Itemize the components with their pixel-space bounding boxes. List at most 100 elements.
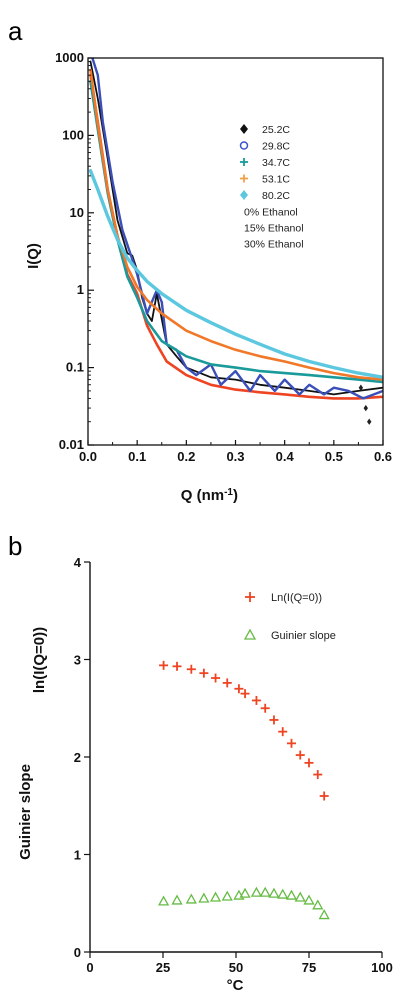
- point-s1-3: [198, 892, 210, 903]
- panel-b-points: [157, 660, 330, 920]
- y-tick-label-0: 0.01: [59, 437, 84, 452]
- point-s0-4: [211, 673, 221, 683]
- point-s0-5: [222, 678, 232, 688]
- point-s1-7: [239, 887, 251, 898]
- panel-b: b 0 25 50 75 100 0 1 2 3 4 ln(I(Q=0)) Guinier slo…: [8, 531, 393, 994]
- panel-a-x-axis-title: Q (nm-1): [181, 487, 238, 505]
- point-s0-15: [313, 770, 323, 780]
- tail-marker-1: [363, 404, 368, 412]
- point-s0-0: [159, 660, 169, 670]
- point-s0-10: [269, 715, 279, 725]
- point-s0-3: [199, 668, 209, 678]
- b-x-tick-label-4: 100: [371, 960, 393, 975]
- panel-b-x-axis-title: °C: [227, 977, 244, 994]
- tail-marker-2: [367, 418, 372, 425]
- y-tick-label-2: 1: [77, 282, 84, 297]
- point-s1-0: [157, 895, 170, 906]
- point-s1-11: [277, 888, 289, 899]
- legend-label-2: 34.7C: [262, 157, 290, 169]
- series-line-4: [89, 68, 383, 381]
- y-tick-label-3: 10: [70, 205, 84, 220]
- point-s1-1: [171, 894, 183, 905]
- point-s1-5: [221, 890, 233, 901]
- point-s1-9: [259, 886, 271, 897]
- point-s1-4: [209, 891, 222, 902]
- b-y-tick-label-2: 2: [74, 750, 81, 765]
- x-tick-label-2: 0.2: [177, 449, 195, 464]
- panel-a-label: a: [8, 16, 23, 46]
- tail-marker-0: [358, 384, 364, 391]
- point-s1-14: [303, 894, 315, 905]
- point-s0-14: [304, 758, 314, 768]
- legend-note-0: 0% Ethanol: [244, 207, 298, 219]
- panel-a-frame: [87, 57, 384, 446]
- point-s1-15: [312, 899, 324, 910]
- point-s0-11: [278, 727, 288, 737]
- legend-marker-4: [240, 190, 248, 200]
- point-s0-9: [260, 703, 270, 713]
- series-line-3: [89, 80, 383, 384]
- point-s0-16: [319, 791, 329, 801]
- legend-marker-1: [239, 141, 249, 150]
- point-s1-2: [185, 893, 197, 904]
- x-tick-label-5: 0.5: [325, 449, 343, 464]
- legend-label-0: 25.2C: [262, 124, 290, 136]
- legend-note-2: 30% Ethanol: [244, 239, 304, 251]
- b-legend-marker-1: [243, 628, 257, 640]
- legend-label-4: 80.2C: [262, 190, 290, 202]
- x-tick-label-3: 0.3: [226, 449, 244, 464]
- x-tick-label-1: 0.1: [128, 449, 146, 464]
- point-s1-16: [318, 909, 330, 920]
- point-s0-12: [286, 738, 296, 748]
- b-y-tick-label-3: 3: [74, 653, 81, 668]
- series-line-2: [91, 58, 383, 400]
- x-tick-label-6: 0.6: [374, 449, 392, 464]
- b-y-tick-label-4: 4: [74, 555, 82, 570]
- panel-b-y-axis-title-bottom: Guinier slope: [17, 764, 34, 860]
- point-s0-1: [172, 661, 182, 671]
- point-s0-13: [295, 750, 305, 760]
- point-s0-8: [251, 695, 261, 705]
- panel-a: a 0.0 0.1 0.2 0.3 0.4 0.5 0.6 0.01 0.1 1 10 100 1000…: [8, 16, 392, 504]
- b-x-tick-label-0: 0: [86, 960, 93, 975]
- b-y-tick-label-1: 1: [74, 848, 81, 863]
- b-x-tick-label-3: 75: [302, 960, 316, 975]
- point-s0-6: [234, 684, 244, 694]
- y-tick-label-4: 100: [62, 127, 84, 142]
- x-tick-label-0: 0.0: [79, 449, 97, 464]
- panel-a-y-axis-title: I(Q): [25, 243, 42, 269]
- legend-label-1: 29.8C: [262, 141, 290, 153]
- panel-a-plot-area: [87, 57, 384, 446]
- series-line-5: [88, 169, 383, 379]
- legend-marker-0: [240, 124, 248, 134]
- series-line-1: [89, 60, 383, 396]
- panel-b-label: b: [8, 531, 22, 561]
- b-legend-label-1: Guinier slope: [271, 630, 336, 642]
- y-tick-label-5: 1000: [55, 50, 84, 65]
- panel-b-ticks: 0 25 50 75 100 0 1 2 3 4: [74, 555, 393, 975]
- legend-note-1: 15% Ethanol: [244, 223, 304, 235]
- panel-a-legend: 25.2C 29.8C 34.7C 53.1C 80.2C 0% Ethanol 15% E…: [239, 124, 304, 251]
- point-s1-12: [285, 889, 298, 900]
- panel-b-plot-area: [89, 562, 382, 953]
- panel-b-y-axis-title-top: ln(I(Q=0)): [31, 627, 48, 693]
- legend-label-3: 53.1C: [262, 174, 290, 186]
- b-legend-label-0: Ln(I(Q=0)): [271, 592, 322, 604]
- panel-a-series: [88, 58, 383, 425]
- b-x-tick-label-1: 25: [156, 960, 170, 975]
- point-s1-8: [250, 886, 263, 897]
- point-s0-2: [186, 664, 196, 674]
- legend-marker-3: [240, 174, 248, 183]
- x-tick-label-4: 0.4: [276, 449, 295, 464]
- legend-marker-2: [240, 158, 248, 166]
- b-legend-marker-0: [245, 592, 255, 602]
- point-s1-13: [294, 891, 306, 902]
- point-s0-7: [240, 689, 250, 699]
- b-y-tick-label-0: 0: [74, 945, 81, 960]
- panel-b-legend: Ln(I(Q=0)) Guinier slope: [243, 592, 336, 642]
- y-tick-label-1: 0.1: [66, 360, 84, 375]
- point-s1-10: [268, 887, 280, 898]
- b-x-tick-label-2: 50: [229, 960, 243, 975]
- panel-a-ticks: 0.0 0.1 0.2 0.3 0.4 0.5 0.6 0.01 0.1 1 10 100 1000: [55, 50, 392, 464]
